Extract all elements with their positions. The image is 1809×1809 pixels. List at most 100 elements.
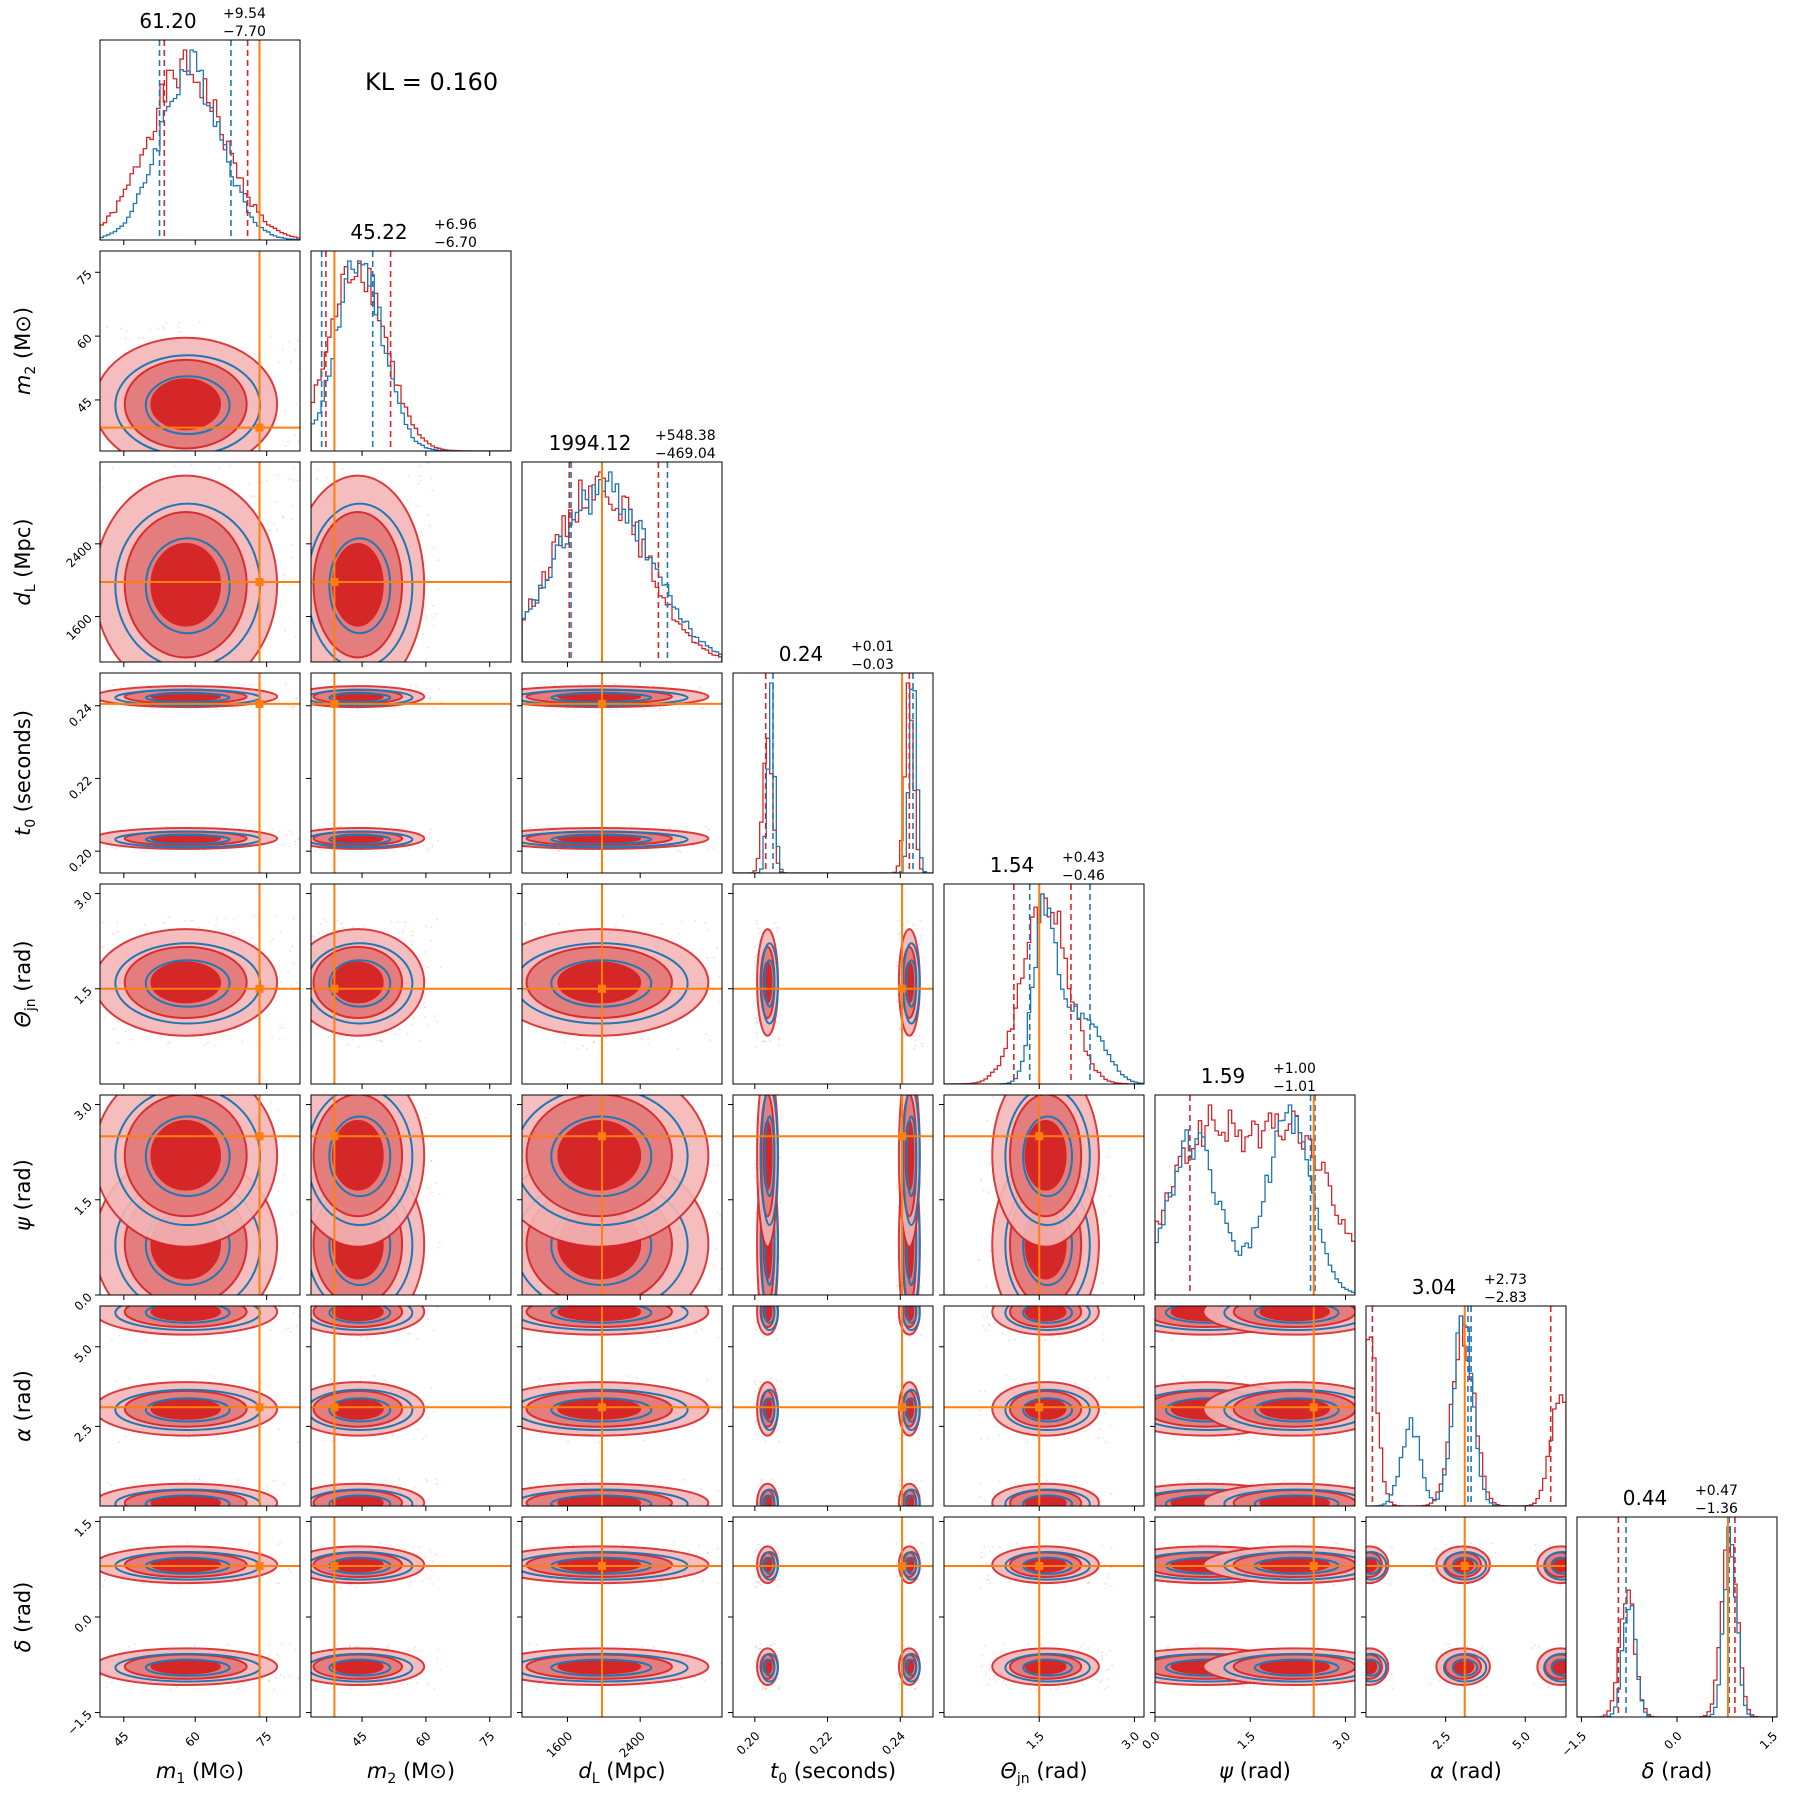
sample-point [394, 1032, 397, 1035]
sample-point [307, 707, 309, 709]
sample-point [994, 1299, 996, 1301]
hist-red [311, 260, 511, 451]
sample-point [1091, 1490, 1094, 1493]
sample-point [289, 1037, 291, 1039]
sample-point [398, 1028, 401, 1031]
sample-point [287, 1661, 289, 1663]
title-minus: −7.70 [223, 24, 266, 40]
sample-point [321, 1544, 324, 1547]
sample-point [354, 1645, 357, 1648]
sample-point [508, 691, 510, 693]
sample-point [283, 556, 285, 558]
sample-point [356, 453, 358, 455]
sample-point [431, 1560, 434, 1563]
sample-point [778, 953, 781, 956]
sample-point [475, 683, 477, 685]
sample-point [673, 1054, 675, 1056]
sample-point [1106, 1576, 1109, 1579]
sample-point [761, 1040, 764, 1043]
sample-point [1022, 1525, 1024, 1527]
sample-point [777, 1427, 780, 1430]
sample-point [412, 1016, 415, 1019]
sample-point [413, 1486, 416, 1489]
sample-point [315, 1687, 318, 1690]
sample-point [1104, 1441, 1107, 1444]
x-tick-label: 45 [349, 1729, 370, 1750]
sample-point [232, 677, 234, 679]
density-contour-blue [328, 1494, 392, 1506]
sample-point [413, 1514, 415, 1516]
sample-point [911, 1376, 914, 1379]
sample-point [463, 1198, 465, 1200]
sample-point [708, 1173, 711, 1176]
sample-point [286, 1169, 288, 1171]
sample-point [420, 666, 422, 668]
sample-point [478, 1480, 480, 1482]
sample-point [276, 1514, 278, 1516]
scatter-panel-m2-psi [286, 1051, 512, 1346]
sample-point [293, 1013, 295, 1015]
sample-point [763, 1040, 766, 1043]
panel-frame [1154, 1305, 1356, 1507]
sample-point [102, 945, 105, 948]
sample-point [427, 1499, 430, 1502]
sample-point [111, 684, 114, 687]
sample-point [754, 1390, 757, 1393]
sample-point [97, 1319, 99, 1321]
panel-frame [521, 1094, 723, 1296]
sample-point [185, 1512, 187, 1514]
sample-point [1027, 1643, 1030, 1646]
sample-point [1277, 1288, 1279, 1290]
sample-point [552, 1688, 555, 1691]
sample-point [282, 1676, 285, 1679]
sample-point [138, 337, 141, 340]
sample-point [167, 916, 170, 919]
sample-point [527, 1027, 530, 1030]
sample-point [429, 1051, 431, 1053]
sample-point [614, 925, 617, 928]
sample-point [712, 1163, 715, 1166]
sample-point [400, 1682, 403, 1685]
sample-point [306, 480, 308, 482]
sample-point [484, 830, 486, 832]
sample-point [762, 1341, 764, 1343]
sample-point [474, 694, 476, 696]
sample-point [81, 479, 83, 481]
sample-point [128, 1645, 131, 1648]
sample-point [1005, 1684, 1008, 1687]
sample-point [276, 1423, 278, 1425]
sample-point [1298, 1283, 1300, 1285]
sample-point [668, 1649, 671, 1652]
sample-point [429, 696, 432, 699]
sample-point [979, 1482, 982, 1485]
sample-point [143, 1647, 146, 1650]
sample-point [495, 1490, 497, 1492]
sample-point [294, 1575, 296, 1577]
sample-point [288, 1687, 290, 1689]
sample-point [251, 457, 253, 459]
sample-point [1035, 1688, 1038, 1691]
sample-point [78, 1482, 80, 1484]
density-contour [331, 961, 384, 1004]
sample-point [84, 696, 86, 698]
sample-point [118, 1441, 121, 1444]
sample-point [274, 476, 276, 478]
sample-point [1108, 1649, 1111, 1652]
scatter-panel-t0-delta: 0.20 0.22 0.24 [728, 1516, 934, 1758]
sample-point [496, 1520, 498, 1522]
sample-point [276, 529, 279, 532]
sample-point [568, 1541, 571, 1544]
sample-point [419, 474, 422, 477]
sample-point [128, 1377, 131, 1380]
sample-point [775, 1379, 778, 1382]
sample-point [215, 917, 218, 920]
sample-point [389, 1344, 391, 1346]
sample-point [486, 1665, 488, 1667]
sample-point [1099, 1500, 1102, 1503]
sample-point [286, 1012, 288, 1014]
sample-point [909, 1064, 911, 1066]
sample-point [241, 1040, 244, 1043]
sample-point [485, 1480, 487, 1482]
sample-point [755, 919, 758, 922]
sample-point [499, 1681, 501, 1683]
